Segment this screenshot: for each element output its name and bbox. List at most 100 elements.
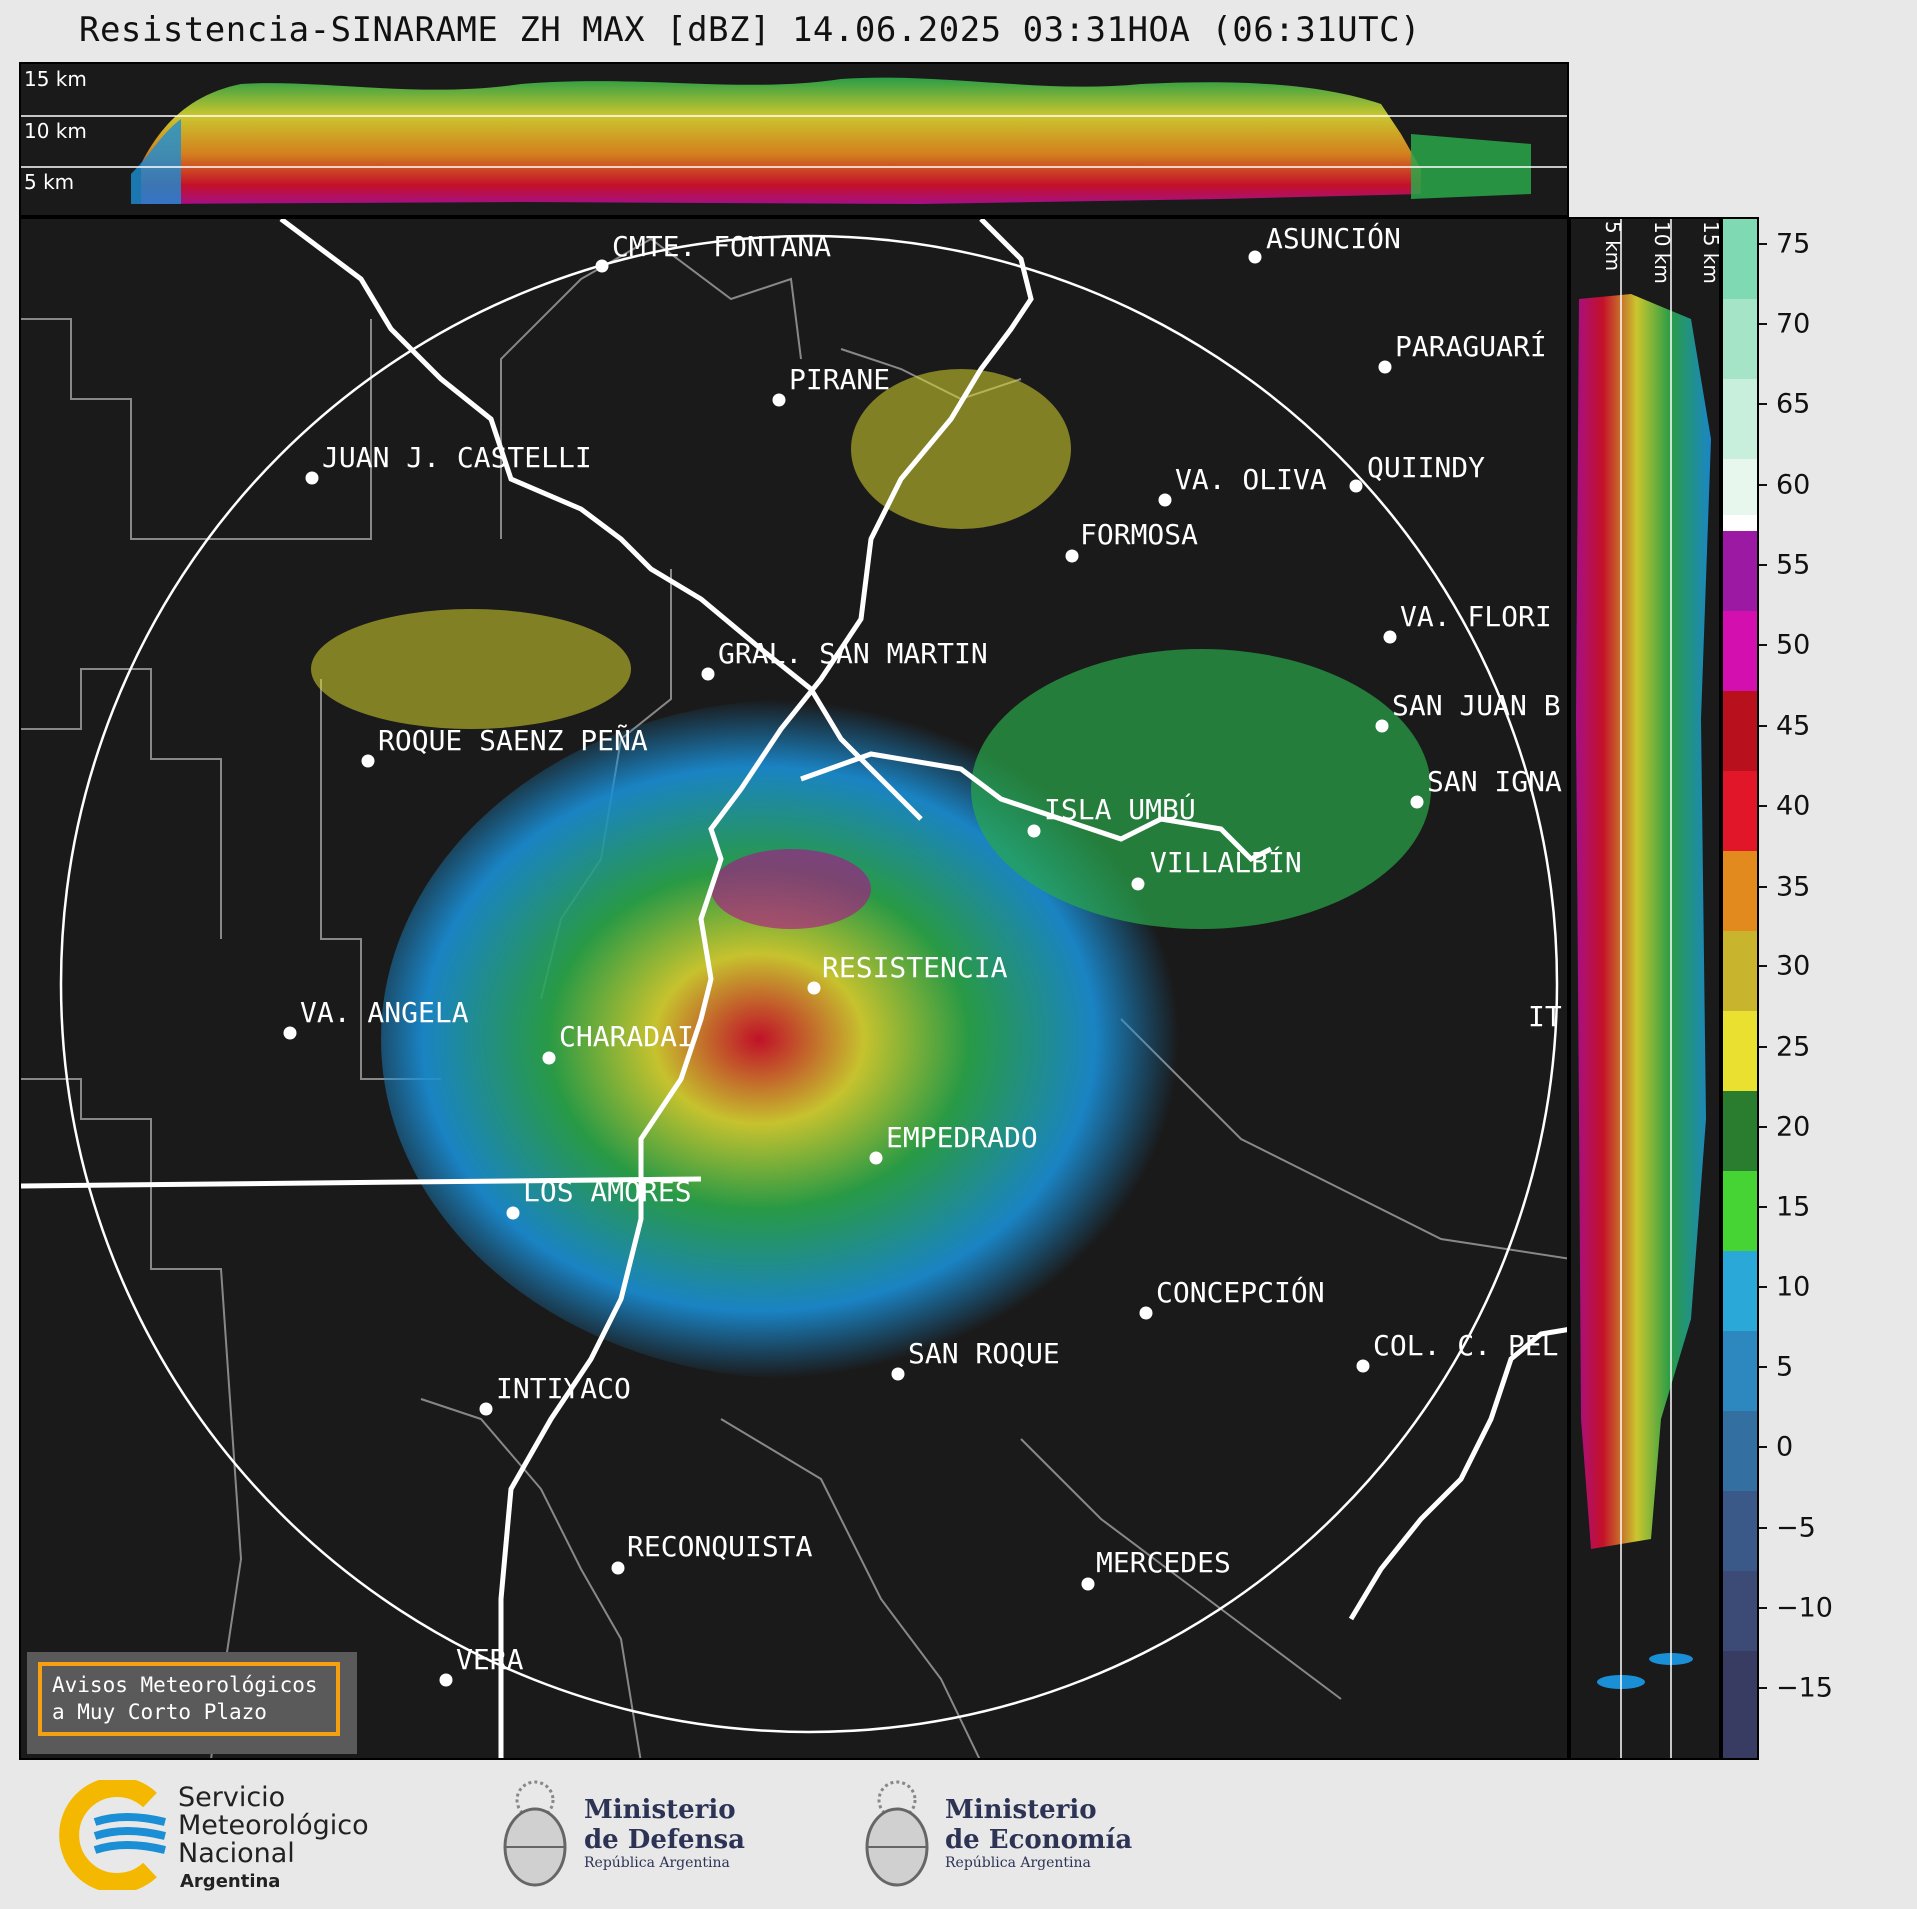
color-band [1723, 299, 1757, 379]
smn-logo-wave [93, 1841, 166, 1854]
city-label-gral-san-martin: GRAL. SAN MARTIN [718, 637, 988, 670]
colorbar-tick-label: 50 [1776, 629, 1811, 661]
smn-logo-wave [93, 1827, 166, 1840]
city-dot [1356, 1359, 1370, 1373]
economia-line-3: República Argentina [945, 1855, 1091, 1871]
city-label-vera: VERA [456, 1643, 524, 1676]
city-label-reconquista: RECONQUISTA [627, 1530, 813, 1563]
colorbar-tick-label: 30 [1776, 950, 1811, 982]
right-cross-section-svg [1576, 219, 1711, 1758]
colorbar-tick-label: −5 [1776, 1512, 1816, 1544]
economia-line-2: de Economía [945, 1825, 1133, 1855]
colorbar-tick-mark [1759, 564, 1767, 566]
colorbar-tick-label: 25 [1776, 1031, 1811, 1063]
colorbar-tick-mark [1759, 403, 1767, 405]
colorbar-svg [1723, 219, 1757, 1758]
color-band [1723, 379, 1757, 459]
color-band [1723, 1651, 1757, 1758]
color-band [1723, 1571, 1757, 1651]
right-height-label-5km: 5 km [1601, 221, 1625, 272]
colorbar-tick-mark [1759, 644, 1767, 646]
city-dot [305, 471, 319, 485]
boundary-line [1020, 1438, 1342, 1700]
city-dot [611, 1561, 625, 1575]
colorbar-tick-mark [1759, 1607, 1767, 1609]
economia-line-1: Ministerio [945, 1795, 1097, 1825]
city-dot [595, 259, 609, 273]
city-label-charadai: CHARADAI [559, 1020, 694, 1053]
city-label-mercedes: MERCEDES [1096, 1546, 1231, 1579]
city-dot [506, 1206, 520, 1220]
colorbar-tick-mark [1759, 243, 1767, 245]
boundary-line [420, 1398, 642, 1758]
right-cross-section-panel: 5 km 10 km 15 km [1569, 217, 1721, 1760]
color-band [1723, 531, 1757, 611]
colorbar-tick-mark [1759, 1527, 1767, 1529]
right-height-label-10km: 10 km [1650, 221, 1674, 284]
radar-echo-core [711, 849, 871, 929]
top-height-label-10km: 10 km [24, 119, 87, 143]
city-dot [542, 1051, 556, 1065]
city-label-it: IT [1528, 1000, 1562, 1033]
city-dot [891, 1367, 905, 1381]
color-band [1723, 611, 1757, 691]
colorbar-tick-label: 20 [1776, 1111, 1811, 1143]
city-dot [1081, 1577, 1095, 1591]
range-ring [59, 234, 1559, 1734]
top-height-label-15km: 15 km [24, 67, 87, 91]
colorbar-tick-label: 70 [1776, 308, 1811, 340]
warning-box[interactable]: Avisos Meteorológicos a Muy Corto Plazo [38, 1662, 340, 1736]
city-dot [283, 1026, 297, 1040]
colorbar-tick-mark [1759, 1046, 1767, 1048]
defensa-coat-of-arms-icon [503, 1780, 567, 1887]
colorbar-tick-label: 55 [1776, 549, 1811, 581]
right-echo-band [1576, 294, 1711, 1549]
color-band [1723, 459, 1757, 515]
colorbar-tick-mark [1759, 725, 1767, 727]
city-dot [1375, 719, 1389, 733]
radar-echo-north [851, 369, 1071, 529]
color-band [1723, 219, 1757, 299]
city-dot [1027, 824, 1041, 838]
colorbar-tick-label: −15 [1776, 1672, 1833, 1704]
radar-echo-northwest [311, 609, 631, 729]
city-dot [1158, 493, 1172, 507]
colorbar-tick-label: 40 [1776, 790, 1811, 822]
colorbar-tick-mark [1759, 1126, 1767, 1128]
colorbar-tick-label: 35 [1776, 871, 1811, 903]
warning-line-1: Avisos Meteorológicos [52, 1673, 318, 1697]
city-label-asuncion: ASUNCIÓN [1266, 222, 1401, 255]
color-band [1723, 771, 1757, 851]
city-label-pirane: PIRANE [789, 363, 891, 396]
smn-logo-text: Servicio Meteorológico Nacional Argentin… [178, 1784, 369, 1896]
city-label-va-flori: VA. FLORI [1400, 600, 1552, 633]
colorbar-tick-label: −10 [1776, 1592, 1833, 1624]
city-dot [1065, 549, 1079, 563]
city-label-quiindy: QUIINDY [1367, 451, 1486, 484]
city-dot [361, 754, 375, 768]
city-dot [1383, 630, 1397, 644]
city-dot [807, 981, 821, 995]
colorbar-tick-mark [1759, 1446, 1767, 1448]
river-line [279, 219, 923, 821]
color-band [1723, 1091, 1757, 1171]
city-dot [701, 667, 715, 681]
boundary-line [21, 1078, 243, 1758]
city-label-los-amores: LOS AMORES [523, 1175, 692, 1208]
colorbar-tick-mark [1759, 886, 1767, 888]
radar-map-panel [19, 217, 1569, 1760]
color-band [1723, 515, 1757, 531]
colorbar-tick-mark [1759, 484, 1767, 486]
warning-line-2: a Muy Corto Plazo [52, 1700, 267, 1724]
color-band [1723, 931, 1757, 1011]
color-band [1723, 851, 1757, 931]
city-dot [1248, 250, 1262, 264]
top-cross-section-panel: 15 km 10 km 5 km [19, 62, 1569, 217]
city-label-san-igna: SAN IGNA [1427, 765, 1562, 798]
boundary-line [500, 237, 802, 539]
colorbar-tick-label: 45 [1776, 710, 1811, 742]
colorbar-tick-label: 10 [1776, 1271, 1811, 1303]
city-label-cmte-fontana: CMTE. FONTANA [612, 230, 832, 263]
colorbar-tick-label: 5 [1776, 1351, 1794, 1383]
city-dot [869, 1151, 883, 1165]
